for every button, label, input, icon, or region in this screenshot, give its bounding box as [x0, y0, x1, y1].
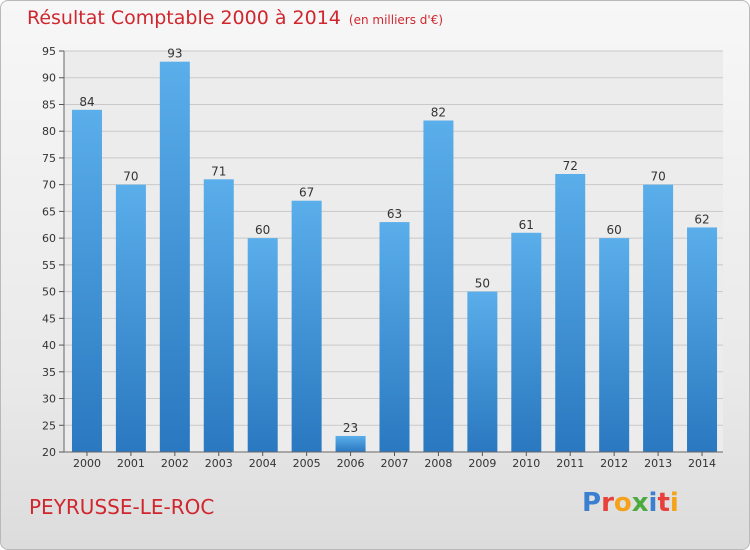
logo-letter: r — [601, 488, 614, 518]
x-tick-label-2008: 2008 — [424, 457, 452, 470]
y-tick-label: 40 — [42, 339, 56, 352]
data-label-2009: 50 — [475, 277, 490, 291]
data-label-2014: 62 — [694, 212, 709, 226]
logo-letter: i — [669, 488, 679, 518]
commune-name: PEYRUSSE-LE-ROC — [29, 495, 215, 519]
x-tick-label-2003: 2003 — [205, 457, 233, 470]
proxiti-logo[interactable]: Proxiti — [582, 488, 679, 518]
bar-2012[interactable] — [599, 238, 630, 452]
y-tick-label: 80 — [42, 125, 56, 138]
bar-2005[interactable] — [291, 200, 322, 452]
bar-2003[interactable] — [203, 179, 234, 452]
y-tick-label: 50 — [42, 286, 56, 299]
data-label-2000: 84 — [79, 95, 94, 109]
x-tick-label-2004: 2004 — [249, 457, 277, 470]
bar-2000[interactable] — [71, 109, 102, 453]
data-label-2003: 71 — [211, 164, 226, 178]
bar-2011[interactable] — [555, 173, 586, 452]
y-tick-label: 90 — [42, 72, 56, 85]
data-label-2005: 67 — [299, 186, 314, 200]
logo-letter: o — [613, 488, 632, 518]
x-tick-label-2011: 2011 — [556, 457, 584, 470]
logo-letter: t — [657, 488, 670, 518]
data-label-2001: 70 — [123, 170, 138, 184]
bar-2013[interactable] — [643, 184, 674, 452]
data-label-2008: 82 — [431, 106, 446, 120]
y-tick-label: 85 — [42, 98, 56, 111]
x-tick-label-2001: 2001 — [117, 457, 145, 470]
y-tick-label: 30 — [42, 393, 56, 406]
bar-2007[interactable] — [379, 222, 410, 452]
x-tick-label-2006: 2006 — [337, 457, 365, 470]
x-tick-label-2010: 2010 — [512, 457, 540, 470]
y-tick-label: 60 — [42, 232, 56, 245]
chart-unit-note: (en milliers d'€) — [348, 13, 444, 27]
x-tick-label-2012: 2012 — [600, 457, 628, 470]
x-tick-label-2002: 2002 — [161, 457, 189, 470]
y-tick-label: 55 — [42, 259, 56, 272]
y-tick-label: 20 — [42, 446, 56, 459]
data-label-2010: 61 — [519, 218, 534, 232]
logo-letter: i — [648, 488, 658, 518]
x-tick-label-2009: 2009 — [468, 457, 496, 470]
bar-2004[interactable] — [247, 238, 278, 452]
y-tick-label: 45 — [42, 312, 56, 325]
chart-title: Résultat Comptable 2000 à 2014 (en millie… — [27, 7, 443, 29]
x-tick-label-2000: 2000 — [73, 457, 101, 470]
x-tick-label-2005: 2005 — [293, 457, 321, 470]
data-label-2012: 60 — [607, 223, 622, 237]
data-label-2007: 63 — [387, 207, 402, 221]
logo-letter: P — [582, 488, 602, 518]
y-tick-label: 95 — [42, 45, 56, 58]
bar-2002[interactable] — [159, 61, 190, 453]
y-tick-label: 75 — [42, 152, 56, 165]
bars-layer — [71, 61, 718, 453]
data-labels-layer: 84 70 93 71 60 67 23 63 82 50 61 72 60 70 62 — [79, 47, 709, 435]
data-label-2004: 60 — [255, 223, 270, 237]
data-label-2013: 70 — [650, 170, 665, 184]
y-tick-label: 35 — [42, 366, 56, 379]
data-label-2011: 72 — [563, 159, 578, 173]
chart-title-main: Résultat Comptable 2000 à 2014 — [27, 7, 341, 29]
x-tick-label-2007: 2007 — [381, 457, 409, 470]
y-tick-label: 70 — [42, 179, 56, 192]
axis-layer: 20 25 30 35 40 45 50 55 60 65 70 75 80 85 90 95 2000 2001… — [42, 45, 723, 470]
bar-2001[interactable] — [115, 184, 146, 452]
data-label-2006: 23 — [343, 421, 358, 435]
bar-2009[interactable] — [467, 291, 498, 452]
bar-2006[interactable] — [335, 435, 366, 452]
logo-letter: x — [631, 488, 649, 518]
data-label-2002: 93 — [167, 47, 182, 61]
bar-2008[interactable] — [423, 120, 454, 453]
y-tick-label: 65 — [42, 205, 56, 218]
x-tick-label-2014: 2014 — [688, 457, 716, 470]
bar-2010[interactable] — [511, 232, 542, 452]
x-tick-label-2013: 2013 — [644, 457, 672, 470]
y-tick-label: 25 — [42, 419, 56, 432]
bar-2014[interactable] — [687, 227, 718, 452]
